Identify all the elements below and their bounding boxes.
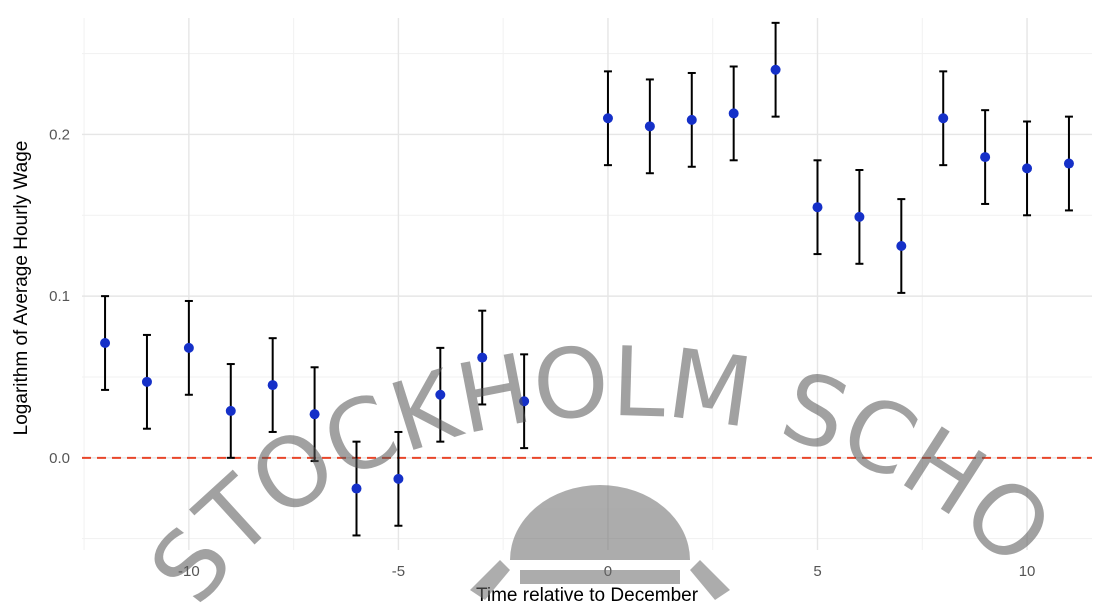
x-tick-label: 5 <box>813 563 821 580</box>
data-point <box>938 113 949 124</box>
data-point <box>100 338 111 349</box>
y-axis-title: Logarithm of Average Hourly Wage <box>11 141 32 436</box>
data-point <box>854 211 865 222</box>
data-point <box>519 396 530 407</box>
data-point <box>225 405 236 416</box>
x-tick-labels: -10 -5 0 5 10 <box>178 563 1035 580</box>
data-point <box>435 389 446 400</box>
data-point <box>980 152 991 163</box>
y-tick-label: 0.1 <box>49 288 70 305</box>
x-tick-label: -5 <box>392 563 405 580</box>
data-point <box>896 241 907 251</box>
data-point <box>141 376 152 387</box>
x-tick-label: 10 <box>1019 563 1036 580</box>
x-tick-label: -10 <box>178 563 200 580</box>
data-point <box>309 409 320 420</box>
x-axis-title: Time relative to December <box>476 585 699 606</box>
major-gridlines <box>82 18 1092 550</box>
data-point <box>351 483 362 494</box>
data-point <box>1063 158 1074 169</box>
data-point <box>686 114 697 125</box>
data-point <box>1022 163 1033 174</box>
y-tick-labels: 0.0 0.1 0.2 <box>49 126 70 466</box>
data-point <box>183 342 194 353</box>
data-point <box>728 108 739 119</box>
x-tick-label: 0 <box>604 563 612 580</box>
data-points <box>100 64 1074 494</box>
data-point <box>812 202 823 213</box>
data-point <box>393 473 404 484</box>
y-tick-label: 0.2 <box>49 126 70 143</box>
data-point <box>477 352 488 363</box>
data-point <box>770 64 781 75</box>
data-point <box>644 121 655 132</box>
y-tick-label: 0.0 <box>49 450 70 467</box>
data-point <box>602 113 613 124</box>
minor-gridlines <box>82 18 1092 550</box>
data-point <box>267 380 278 391</box>
